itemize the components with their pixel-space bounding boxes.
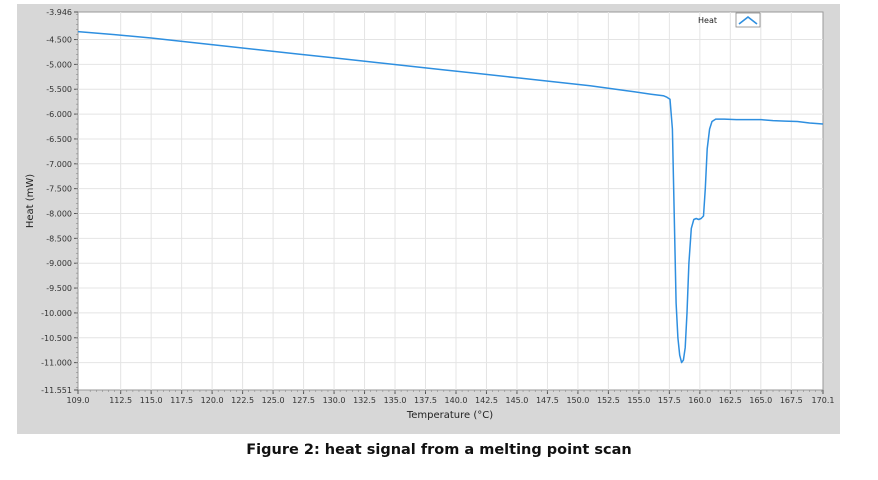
x-tick-label: 145.0 <box>505 396 528 405</box>
legend-swatch-box <box>735 12 761 28</box>
x-tick-label: 112.5 <box>109 396 132 405</box>
x-tick-label: 132.5 <box>353 396 376 405</box>
x-tick-label: 127.5 <box>292 396 315 405</box>
y-tick-label: -9.500 <box>46 284 72 293</box>
y-tick-label: -7.000 <box>46 160 72 169</box>
y-tick-label: -11.551 <box>41 386 72 395</box>
x-tick-label: 137.5 <box>414 396 437 405</box>
figure-caption: Figure 2: heat signal from a melting poi… <box>246 442 632 458</box>
legend-swatch-line <box>738 15 758 25</box>
y-axis-title: Heat (mW) <box>25 174 36 228</box>
x-tick-label: 125.0 <box>262 396 285 405</box>
legend: Heat <box>698 12 761 28</box>
y-tick-label: -11.000 <box>41 359 72 368</box>
grid-lines <box>78 12 823 390</box>
x-tick-label: 150.0 <box>566 396 589 405</box>
x-tick-label: 147.5 <box>536 396 559 405</box>
x-axis-title: Temperature (°C) <box>406 410 493 421</box>
y-tick-label: -3.946 <box>46 8 72 17</box>
x-tick-label: 162.5 <box>719 396 742 405</box>
y-tick-label: -6.500 <box>46 135 72 144</box>
x-tick-label: 122.5 <box>231 396 254 405</box>
x-tick-label: 157.5 <box>658 396 681 405</box>
x-tick-label: 115.0 <box>140 396 163 405</box>
y-tick-label: -10.000 <box>41 309 72 318</box>
y-tick-label: -10.500 <box>41 334 72 343</box>
x-tick-label: 155.0 <box>627 396 650 405</box>
x-tick-label: 140.0 <box>445 396 468 405</box>
y-tick-label: -9.000 <box>46 259 72 268</box>
x-tick-label: 109.0 <box>67 396 90 405</box>
plot-area <box>77 11 824 391</box>
x-tick-label: 167.5 <box>780 396 803 405</box>
y-tick-label: -5.000 <box>46 60 72 69</box>
x-tick-label: 170.1 <box>812 396 835 405</box>
y-tick-label: -8.000 <box>46 210 72 219</box>
x-tick-label: 160.0 <box>688 396 711 405</box>
series-layer <box>77 30 824 364</box>
x-tick-label: 117.5 <box>170 396 193 405</box>
x-tick-label: 142.5 <box>475 396 498 405</box>
legend-label-heat: Heat <box>698 16 717 25</box>
y-tick-label: -4.500 <box>46 36 72 45</box>
axes: -3.946 -4.500 -5.000 -5.500 -6.000 -6.500 -7.0… <box>41 8 834 405</box>
x-tick-label: 152.5 <box>597 396 620 405</box>
x-tick-label: 165.0 <box>749 396 772 405</box>
y-tick-label: -6.000 <box>46 110 72 119</box>
y-tick-label: -8.500 <box>46 234 72 243</box>
y-tick-label: -7.500 <box>46 185 72 194</box>
y-tick-label: -5.500 <box>46 85 72 94</box>
series-line-heat <box>77 30 824 364</box>
x-tick-label: 120.0 <box>201 396 224 405</box>
x-tick-label: 135.0 <box>384 396 407 405</box>
x-tick-label: 130.0 <box>323 396 346 405</box>
